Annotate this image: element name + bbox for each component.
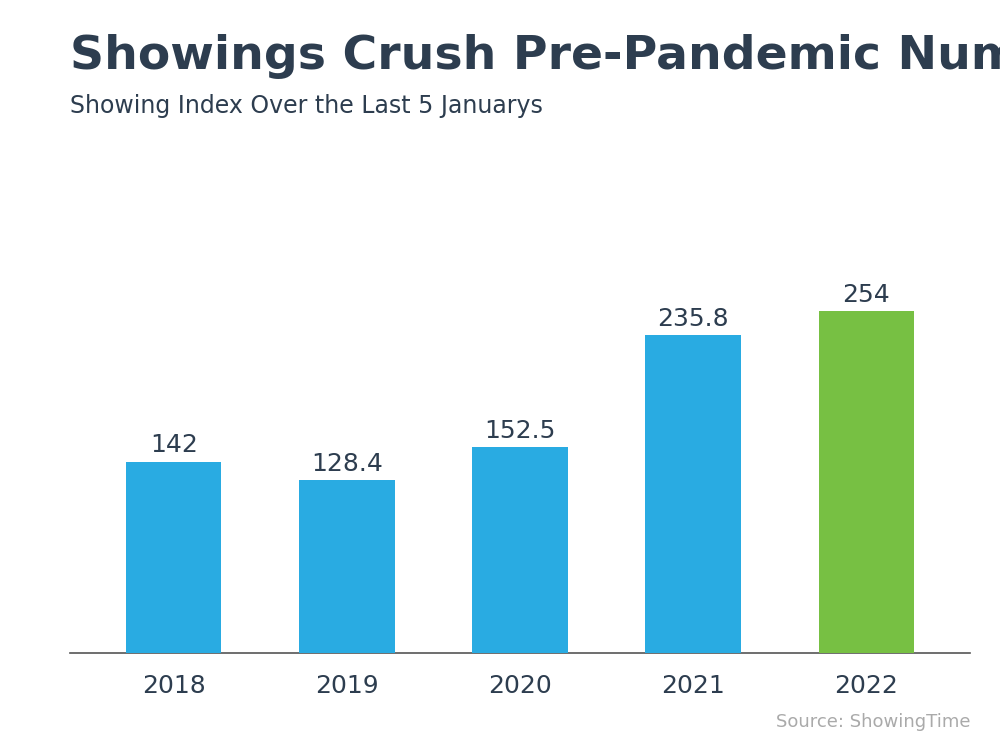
Bar: [299, 480, 395, 652]
Text: Source: ShowingTime: Source: ShowingTime: [776, 713, 970, 731]
Text: 254: 254: [842, 283, 890, 307]
Text: 152.5: 152.5: [484, 419, 556, 443]
Bar: [472, 448, 568, 652]
Bar: [645, 335, 741, 652]
Bar: [819, 311, 914, 652]
Bar: [126, 461, 221, 652]
Text: 142: 142: [150, 433, 198, 457]
Text: Showing Index Over the Last 5 Januarys: Showing Index Over the Last 5 Januarys: [70, 94, 543, 118]
Text: 235.8: 235.8: [657, 308, 729, 332]
Text: 128.4: 128.4: [311, 452, 383, 476]
Text: Showings Crush Pre-Pandemic Numbers: Showings Crush Pre-Pandemic Numbers: [70, 34, 1000, 79]
